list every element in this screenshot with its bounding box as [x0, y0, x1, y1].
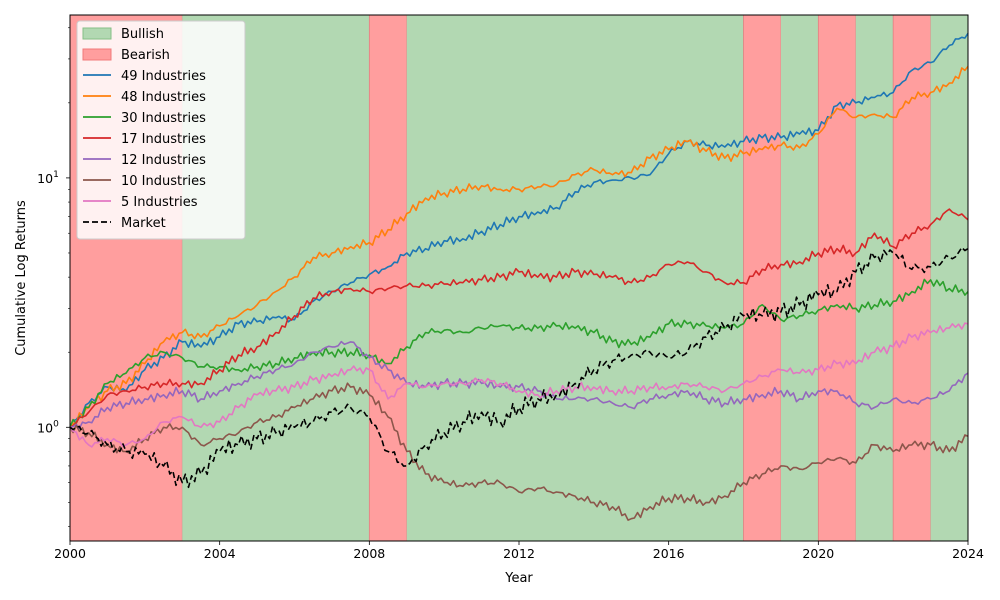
- x-tick-label: 2012: [503, 546, 535, 561]
- legend-label-5-industries: 5 Industries: [121, 195, 198, 210]
- x-tick-label: 2024: [952, 546, 984, 561]
- legend-label-30-industries: 30 Industries: [121, 111, 206, 126]
- series-line-10-industries: [69, 382, 969, 521]
- y-axis-label: Cumulative Log Returns: [14, 200, 29, 356]
- y-tick-label: 101: [37, 170, 59, 186]
- y-tick-label: 100: [37, 419, 59, 435]
- series-line-12-industries: [69, 340, 969, 430]
- legend-label-49-industries: 49 Industries: [121, 69, 206, 84]
- series-line-48-industries: [69, 65, 969, 428]
- x-tick-label: 2000: [54, 546, 86, 561]
- x-tick-label: 2004: [204, 546, 236, 561]
- series-line-49-industries: [69, 32, 969, 428]
- y-axis: 100 101: [37, 27, 70, 527]
- legend-box: [76, 20, 246, 240]
- series-line-30-industries: [69, 278, 969, 428]
- series-lines: [69, 32, 969, 521]
- x-tick-label: 2008: [353, 546, 385, 561]
- legend-swatch-bearish: [82, 48, 112, 61]
- legend-swatch-bullish: [82, 27, 112, 40]
- series-line-market: [69, 246, 969, 489]
- series-line-5-industries: [69, 322, 969, 448]
- regime-band-bullish-5: [780, 15, 819, 541]
- legend-label-12-industries: 12 Industries: [121, 153, 206, 168]
- x-axis-label: Year: [504, 571, 533, 586]
- legend-label-market: Market: [121, 216, 166, 231]
- legend-label-bullish: Bullish: [121, 27, 164, 42]
- regime-band-bullish-3: [406, 15, 744, 541]
- regime-band-bullish-7: [855, 15, 894, 541]
- legend-label-bearish: Bearish: [121, 48, 170, 63]
- legend: Bullish Bearish 49 Industries 48 Industries…: [76, 20, 246, 240]
- x-axis: 2000 2004 2008 2012 2016 2020 2024: [54, 541, 984, 561]
- regime-band-bearish-2: [368, 14, 408, 542]
- x-tick-label: 2016: [653, 546, 685, 561]
- legend-label-48-industries: 48 Industries: [121, 90, 206, 105]
- series-line-17-industries: [69, 208, 969, 429]
- regime-band-bullish-9: [930, 15, 968, 541]
- legend-label-10-industries: 10 Industries: [121, 174, 206, 189]
- x-tick-label: 2020: [802, 546, 834, 561]
- legend-label-17-industries: 17 Industries: [121, 132, 206, 147]
